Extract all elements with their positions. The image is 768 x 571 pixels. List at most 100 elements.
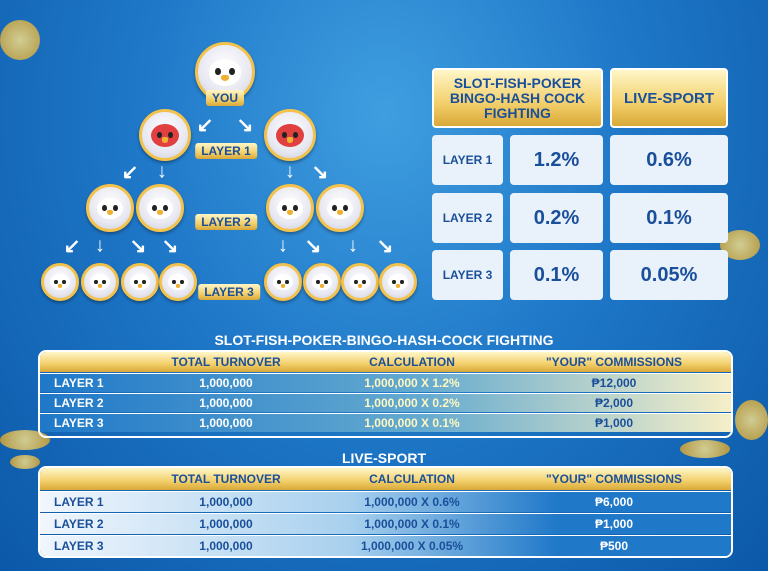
- table-title: LIVE-SPORT: [341, 450, 426, 466]
- table-header-row: TOTAL TURNOVER CALCULATION "YOUR" COMMISSI…: [40, 468, 731, 490]
- arrow-icon: ↘: [161, 235, 179, 258]
- eye: [54, 279, 58, 285]
- header-live-sport: LIVE-SPORT: [610, 68, 728, 128]
- layer-1-label: LAYER 1: [195, 143, 257, 159]
- table-row: LAYER 2 1,000,000 1,000,000 X 0.2% ₱2,000: [40, 393, 731, 412]
- cell-comm: ₱2,000: [594, 396, 634, 410]
- eye: [316, 279, 320, 285]
- gold-coin-decoration: [0, 20, 40, 60]
- mascot-avatar: [159, 263, 197, 301]
- mascot-face: [388, 274, 408, 290]
- eye: [168, 131, 174, 138]
- eye: [156, 131, 162, 138]
- arrow-icon: ↓: [285, 160, 295, 183]
- rate-slot-value: 1.2%: [510, 135, 603, 185]
- cell-layer: LAYER 3: [54, 416, 104, 430]
- mascot-face: [50, 274, 70, 290]
- eye: [62, 279, 66, 285]
- mascot-avatar: [86, 184, 134, 232]
- cell-layer: LAYER 3: [54, 539, 104, 553]
- mascot-avatar: [316, 184, 364, 232]
- eye: [277, 279, 281, 285]
- beak: [319, 283, 325, 288]
- mascot-avatar: [41, 263, 79, 301]
- cell-turnover: 1,000,000: [199, 517, 253, 531]
- mascot-avatar: [136, 184, 184, 232]
- cell-comm: ₱6,000: [594, 495, 634, 509]
- mascot-avatar: [121, 263, 159, 301]
- rate-slot-value: 0.2%: [510, 193, 603, 243]
- mascot-face: [97, 197, 123, 219]
- mascot-face: [168, 274, 188, 290]
- eye: [215, 67, 222, 76]
- column-header: "YOUR" COMMISSIONS: [545, 472, 683, 486]
- eye: [102, 204, 107, 211]
- gold-coin-decoration: [735, 400, 768, 440]
- layer-2-label: LAYER 2: [195, 214, 257, 230]
- beak: [156, 210, 163, 216]
- table-row: LAYER 3 1,000,000 1,000,000 X 0.1% ₱1,000: [40, 413, 731, 432]
- eye: [172, 279, 176, 285]
- mascot-face: [273, 274, 293, 290]
- arrow-icon: ↓: [278, 234, 288, 257]
- beak: [357, 283, 363, 288]
- mascot-avatar: [266, 184, 314, 232]
- arrow-icon: ↘: [311, 161, 329, 184]
- beak: [57, 283, 63, 288]
- eye: [343, 204, 348, 211]
- mascot-face: [130, 274, 150, 290]
- beak: [336, 210, 343, 216]
- you-label: YOU: [205, 90, 245, 106]
- cell-calc: 1,000,000 X 0.2%: [364, 396, 460, 410]
- beak: [280, 283, 286, 288]
- cell-layer: LAYER 1: [54, 495, 104, 509]
- cell-comm: ₱500: [599, 539, 629, 553]
- eye: [180, 279, 184, 285]
- header-slot-fish: SLOT-FISH-POKER BINGO-HASH COCK FIGHTING: [432, 68, 603, 128]
- beak: [97, 283, 103, 288]
- rate-sport-value: 0.6%: [610, 135, 728, 185]
- cell-calc: 1,000,000 X 0.6%: [364, 495, 460, 509]
- arrow-icon: ↘: [376, 235, 394, 258]
- arrow-icon: ↙: [121, 161, 139, 184]
- eye: [392, 279, 396, 285]
- rate-layer-label: LAYER 3: [432, 250, 503, 300]
- arrow-icon: ↓: [157, 160, 167, 183]
- rate-sport-value: 0.05%: [610, 250, 728, 300]
- cell-calc: 1,000,000 X 0.05%: [360, 539, 464, 553]
- column-header: "YOUR" COMMISSIONS: [545, 355, 683, 369]
- arrow-icon: ↙: [196, 114, 214, 137]
- cell-turnover: 1,000,000: [199, 396, 253, 410]
- eye: [293, 131, 299, 138]
- mascot-face: [312, 274, 332, 290]
- beak: [175, 283, 181, 288]
- table-header-row: TOTAL TURNOVER CALCULATION "YOUR" COMMISSI…: [40, 352, 731, 372]
- eye: [282, 204, 287, 211]
- beak: [395, 283, 401, 288]
- mascot-face: [151, 123, 179, 147]
- cell-layer: LAYER 2: [54, 517, 104, 531]
- rate-slot-value: 0.1%: [510, 250, 603, 300]
- eye: [332, 204, 337, 211]
- mascot-avatar: [195, 42, 255, 102]
- eye: [102, 279, 106, 285]
- mascot-face: [147, 197, 173, 219]
- column-header: TOTAL TURNOVER: [171, 355, 281, 369]
- eye: [142, 279, 146, 285]
- beak: [221, 74, 229, 82]
- cell-turnover: 1,000,000: [199, 539, 253, 553]
- table-title: SLOT-FISH-POKER-BINGO-HASH-COCK FIGHTING: [214, 332, 554, 348]
- mascot-avatar: [264, 263, 302, 301]
- arrow-icon: ↓: [348, 234, 358, 257]
- beak: [137, 283, 143, 288]
- eye: [362, 279, 366, 285]
- column-header: TOTAL TURNOVER: [171, 472, 281, 486]
- eye: [281, 131, 287, 138]
- mascot-avatar: [303, 263, 341, 301]
- mascot-avatar: [341, 263, 379, 301]
- mascot-face: [276, 123, 304, 147]
- commission-table: TOTAL TURNOVER CALCULATION "YOUR" COMMISSI…: [38, 466, 733, 558]
- eye: [94, 279, 98, 285]
- arrow-icon: ↘: [304, 235, 322, 258]
- table-row: LAYER 3 1,000,000 1,000,000 X 0.05% ₱500: [40, 535, 731, 556]
